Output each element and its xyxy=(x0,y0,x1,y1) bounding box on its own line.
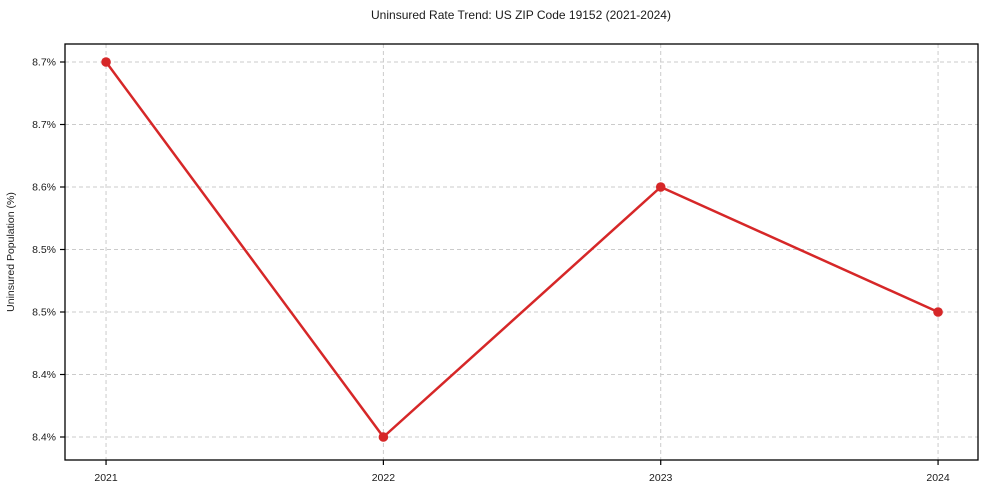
axes: 8.4% 8.4% 8.5% 8.5% 8.6% 8.7% 8.7% 2021 2022 2023… xyxy=(32,43,979,484)
y-tick-label: 8.4% xyxy=(32,432,56,444)
plot-frame xyxy=(64,43,979,461)
y-tick-label: 8.5% xyxy=(32,244,56,256)
y-tick-label: 8.4% xyxy=(32,369,56,381)
y-axis-label: Uninsured Population (%) xyxy=(5,192,17,312)
trend-line xyxy=(104,60,940,439)
gridlines xyxy=(65,44,978,460)
data-point-marker xyxy=(101,57,111,67)
y-tick-label: 8.7% xyxy=(32,119,56,131)
x-tick-label: 2022 xyxy=(372,472,396,484)
data-point-marker xyxy=(655,182,666,192)
x-tick-label: 2023 xyxy=(649,472,673,484)
y-tick-label: 8.6% xyxy=(32,182,56,194)
x-tick-label: 2024 xyxy=(926,472,950,484)
data-point-marker xyxy=(933,307,943,317)
y-tick-label: 8.5% xyxy=(32,307,56,319)
y-tick-label: 8.7% xyxy=(32,57,56,69)
trend-line-series xyxy=(101,57,943,442)
x-tick-label: 2021 xyxy=(94,472,118,484)
chart-title: Uninsured Rate Trend: US ZIP Code 19152 … xyxy=(371,8,671,22)
data-point-marker xyxy=(378,432,389,442)
